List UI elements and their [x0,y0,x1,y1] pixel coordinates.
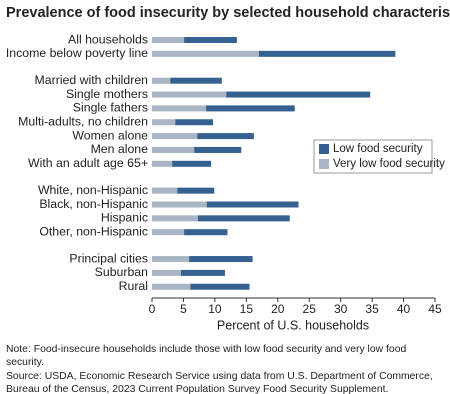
category-label: Black, non-Hispanic [39,197,148,211]
bar-segment [170,77,222,84]
bar-segment [197,215,290,222]
note: Note: Food-insecure households include t… [6,344,407,369]
bar-segment [152,91,227,98]
bar-segment [152,119,176,126]
category-label: Married with children [35,73,149,87]
bar-segment [152,283,191,290]
x-tick-label: 0 [149,302,156,316]
category-label: Income below poverty line [6,46,148,60]
bar-segment [152,160,173,167]
bar-segment [172,160,212,167]
chart-title: Prevalence of food insecurity by selecte… [6,5,450,21]
x-tick-label: 35 [365,302,379,316]
bar-segment [152,77,171,84]
x-axis-label: Percent of U.S. households [217,318,369,332]
bar-segment [152,229,185,236]
legend-label: Very low food security [333,158,445,170]
bar-segment [152,133,198,140]
bar-segment [184,229,228,236]
bar-segment [152,256,190,263]
x-tick-label: 20 [271,302,285,316]
category-label: Principal cities [69,251,148,265]
chart: Prevalence of food insecurity by selecte… [6,5,450,332]
category-label: With an adult age 65+ [28,156,148,170]
legend-swatch [319,144,329,154]
bar-segment [206,105,295,112]
x-tick-label: 45 [428,302,442,316]
legend-box [313,139,433,174]
x-tick-label: 30 [334,302,348,316]
bar-segment [152,187,178,194]
bar-segment [194,146,242,153]
bar-segment [152,146,195,153]
category-label: Women alone [72,128,148,142]
bar-segment [197,133,254,140]
footnotes: Note: Food-insecure households include t… [6,343,446,394]
bar-segment [226,91,371,98]
bar-segment [206,201,299,208]
x-tick-label: 25 [303,302,317,316]
category-label: White, non-Hispanic [38,183,148,197]
legend-swatch [319,159,329,169]
bar-segment [152,269,181,276]
category-label: All households [68,32,148,46]
bar-segment [175,119,214,126]
category-label: Multi-adults, no children [18,115,148,129]
bar-segment [180,269,225,276]
category-label: Single mothers [66,87,148,101]
bar-segment [190,283,250,290]
category-label: Men alone [91,142,149,156]
category-label: Suburban [95,265,148,279]
category-label: Hispanic [101,211,148,225]
bar-segment [184,37,237,43]
bar-segment [189,256,253,263]
category-label: Rural [119,279,148,293]
category-label: Other, non-Hispanic [39,224,148,238]
x-tick-label: 5 [180,302,187,316]
bar-segment [152,201,207,208]
source: Source: USDA, Economic Research Service … [6,370,433,394]
x-tick-label: 40 [397,302,411,316]
bar-segment [152,105,207,112]
bar-segment [258,50,396,57]
x-tick-label: 15 [240,302,254,316]
x-tick-label: 10 [208,302,222,316]
bar-segment [152,37,185,43]
legend-label: Low food security [333,143,423,155]
bar-segment [177,187,215,194]
category-label: Single fathers [73,101,148,115]
bar-segment [152,50,259,57]
bar-segment [152,215,198,222]
